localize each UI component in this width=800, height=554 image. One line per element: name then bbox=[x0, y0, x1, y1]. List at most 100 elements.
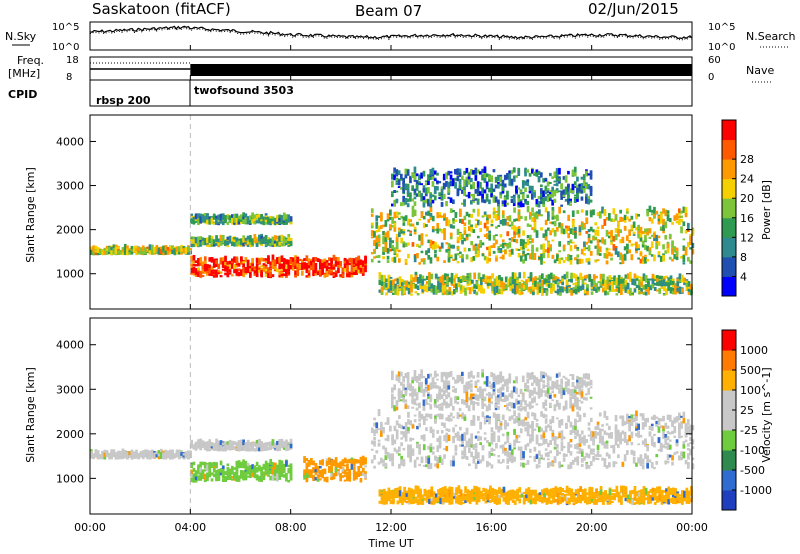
cell-p-0 bbox=[139, 250, 143, 255]
cell-p-3 bbox=[219, 213, 223, 219]
cell-p-1 bbox=[192, 264, 196, 266]
cell-p-6 bbox=[465, 180, 469, 187]
cell-p-1 bbox=[262, 258, 266, 262]
cell-p-2 bbox=[244, 237, 248, 241]
cell-p-3 bbox=[206, 213, 209, 220]
cell-p-5 bbox=[380, 282, 384, 286]
cell-p-5 bbox=[405, 284, 409, 290]
cell-v-4 bbox=[547, 442, 550, 448]
cell-p-1 bbox=[219, 257, 223, 265]
cell-p-6 bbox=[402, 202, 405, 206]
cell-p-3 bbox=[231, 218, 234, 225]
cell-p-6 bbox=[506, 173, 509, 180]
cell-p-6 bbox=[573, 194, 577, 197]
cell-v-1 bbox=[253, 476, 257, 479]
cell-v-0 bbox=[90, 451, 93, 457]
cell-p-1 bbox=[330, 270, 333, 274]
cell-v-4 bbox=[386, 452, 390, 459]
cell-p-5 bbox=[626, 290, 630, 293]
cell-v-3 bbox=[240, 448, 243, 452]
cell-v-4 bbox=[522, 462, 525, 468]
cell-p-5 bbox=[669, 275, 673, 279]
cell-p-5 bbox=[455, 273, 458, 279]
cell-p-4 bbox=[504, 250, 507, 255]
cell-p-5 bbox=[493, 280, 497, 286]
cell-v-2 bbox=[325, 463, 329, 466]
cell-p-0 bbox=[90, 249, 93, 254]
cell-v-1 bbox=[249, 473, 252, 479]
cell-p-1 bbox=[206, 273, 209, 276]
cell-v-4 bbox=[384, 462, 388, 468]
cell-v-4 bbox=[436, 461, 440, 469]
cell-p-5 bbox=[401, 290, 404, 296]
cell-v-1 bbox=[226, 463, 230, 467]
cell-v-1 bbox=[235, 475, 239, 482]
cell-p-6 bbox=[490, 193, 493, 198]
cell-v-4 bbox=[404, 430, 408, 438]
cell-p-6 bbox=[474, 198, 478, 201]
cell-p-5 bbox=[640, 288, 643, 293]
cell-v-4 bbox=[553, 446, 557, 450]
cell-v-4 bbox=[407, 444, 410, 452]
cell-p-1 bbox=[242, 267, 245, 273]
freq-nave-series bbox=[90, 62, 693, 76]
cell-p-4 bbox=[626, 243, 629, 250]
cell-p-4 bbox=[533, 226, 537, 233]
cell-p-6 bbox=[562, 189, 566, 196]
cell-p-4 bbox=[632, 221, 636, 228]
cell-v-1 bbox=[260, 476, 263, 482]
cell-p-4 bbox=[510, 248, 514, 255]
cell-p-5 bbox=[658, 275, 662, 280]
cell-p-6 bbox=[492, 188, 496, 192]
cell-v-4 bbox=[558, 433, 561, 439]
cell-p-6 bbox=[467, 176, 471, 180]
cell-p-5 bbox=[586, 290, 589, 296]
cell-v-4 bbox=[436, 430, 440, 434]
cell-p-4 bbox=[499, 248, 503, 254]
cell-p-5 bbox=[660, 275, 664, 280]
cell-v-4 bbox=[531, 422, 534, 427]
cell-p-5 bbox=[466, 286, 470, 291]
cell-p-5 bbox=[464, 288, 467, 294]
cell-p-6 bbox=[558, 176, 561, 179]
cell-p-4 bbox=[666, 218, 670, 222]
cell-v-2 bbox=[334, 467, 338, 473]
cell-p-5 bbox=[527, 286, 531, 291]
cell-p-0 bbox=[94, 250, 98, 253]
cell-p-4 bbox=[477, 235, 480, 239]
cell-p-3 bbox=[242, 222, 245, 224]
cell-p-4 bbox=[452, 210, 455, 213]
cell-v-1 bbox=[192, 475, 196, 483]
cell-v-4 bbox=[449, 461, 453, 467]
cell-p-1 bbox=[282, 258, 286, 263]
cell-v-4 bbox=[380, 430, 383, 437]
cell-p-5 bbox=[681, 288, 684, 293]
cell-p-1 bbox=[260, 265, 263, 267]
cell-p-4 bbox=[425, 250, 428, 256]
cell-p-4 bbox=[646, 228, 649, 236]
cell-p-4 bbox=[495, 257, 498, 262]
cell-p-3 bbox=[262, 219, 266, 226]
cell-v-4 bbox=[540, 454, 543, 459]
cell-p-4 bbox=[375, 215, 379, 222]
cell-v-4 bbox=[398, 415, 401, 419]
cell-v-3 bbox=[192, 444, 196, 448]
cell-p-6 bbox=[560, 193, 563, 200]
cell-p-6 bbox=[497, 204, 500, 207]
cell-p-4 bbox=[389, 216, 392, 220]
cell-p-4 bbox=[407, 229, 410, 232]
cell-p-4 bbox=[513, 239, 516, 243]
cell-p-1 bbox=[350, 272, 354, 278]
cell-p-4 bbox=[370, 236, 374, 239]
cell-p-6 bbox=[481, 174, 484, 180]
cell-v-4 bbox=[454, 424, 458, 427]
cell-p-4 bbox=[653, 216, 656, 219]
cell-v-4 bbox=[400, 437, 403, 440]
cell-p-6 bbox=[567, 170, 570, 175]
cell-p-4 bbox=[583, 244, 586, 251]
cell-v-0 bbox=[162, 453, 165, 458]
cell-p-4 bbox=[483, 211, 487, 215]
cell-p-3 bbox=[264, 219, 268, 225]
cell-p-1 bbox=[271, 259, 275, 265]
cell-p-4 bbox=[594, 236, 598, 241]
